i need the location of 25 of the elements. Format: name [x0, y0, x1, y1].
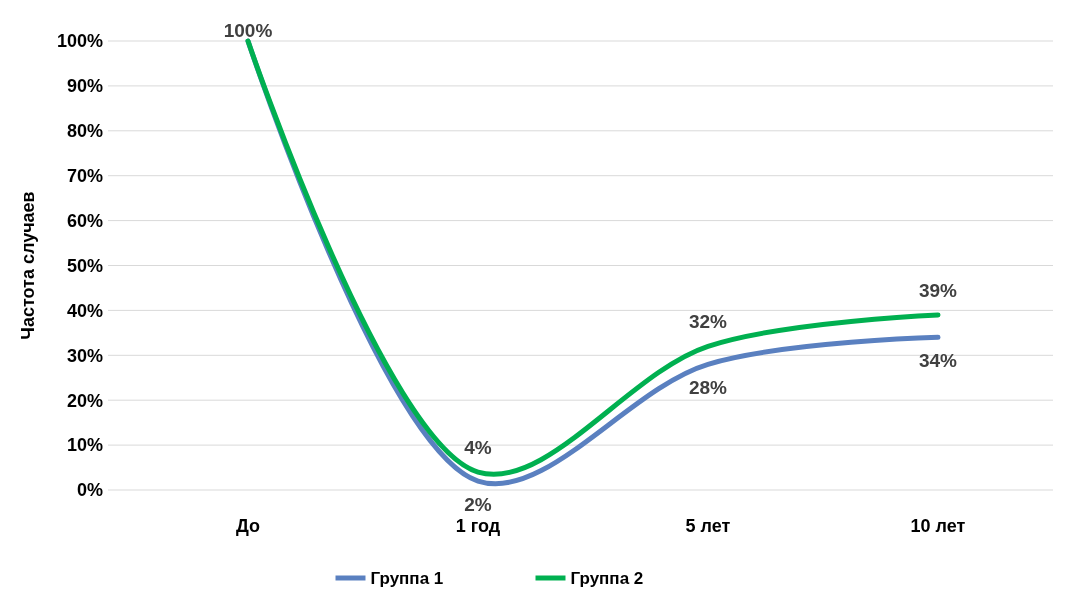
data-label: 100%: [223, 20, 273, 41]
x-tick-label: 1 год: [455, 516, 501, 536]
y-tick-label: 10%: [66, 435, 103, 456]
data-label: 28%: [688, 377, 728, 399]
y-tick-label: 30%: [66, 345, 103, 366]
y-tick-label: 0%: [76, 480, 103, 501]
y-tick-label: 80%: [66, 121, 103, 142]
y-tick-label: 90%: [66, 76, 103, 97]
y-tick-label: 40%: [66, 300, 103, 321]
legend-label: Группа 2: [570, 568, 644, 588]
data-label: 39%: [918, 279, 958, 301]
data-label: 34%: [918, 350, 958, 372]
x-tick-label: До: [235, 516, 261, 536]
data-label: 2%: [464, 494, 492, 516]
x-tick-label: 5 лет: [685, 516, 731, 536]
y-axis-title: Частота случаев: [18, 191, 38, 340]
data-label: 4%: [464, 437, 492, 459]
y-tick-label: 100%: [56, 31, 103, 52]
legend-label: Группа 1: [370, 568, 444, 588]
y-tick-label: 60%: [66, 210, 103, 231]
y-tick-label: 70%: [66, 166, 103, 186]
y-tick-label: 20%: [66, 390, 103, 411]
data-label: 32%: [688, 311, 728, 333]
y-tick-label: 50%: [66, 255, 103, 276]
x-tick-label: 10 лет: [910, 516, 966, 536]
